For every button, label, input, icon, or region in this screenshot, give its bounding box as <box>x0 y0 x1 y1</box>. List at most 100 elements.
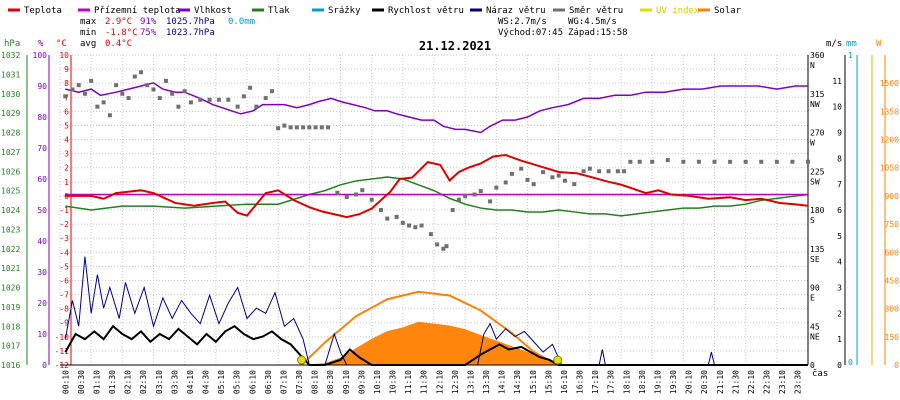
wind-direction-point <box>326 125 331 130</box>
wind-direction-point <box>385 216 390 221</box>
temperature-tick: 5 <box>64 121 69 130</box>
wind-direction-point <box>248 85 253 90</box>
rain-tick: 1 <box>848 51 853 60</box>
humidity-line <box>65 82 808 134</box>
wind-direction-point <box>145 83 150 88</box>
x-tick: 06:30 <box>264 370 273 394</box>
chart-title: 21.12.2021 <box>419 39 491 53</box>
wind-tick: 3 <box>837 284 842 293</box>
temperature-tick: 3 <box>64 150 69 159</box>
x-tick: 14:30 <box>513 370 522 394</box>
temperature-tick: -3 <box>59 234 69 243</box>
wind-direction-point <box>163 78 168 83</box>
temperature-tick: -11 <box>55 347 70 356</box>
x-tick: 10:30 <box>389 370 398 394</box>
stat-temp: 2.9°C <box>105 17 132 27</box>
pressure-tick: 1027 <box>1 148 20 157</box>
x-tick: 06:10 <box>248 370 257 394</box>
stat-press: 1025.7hPa <box>166 17 215 27</box>
pressure-tick: 1019 <box>1 303 20 312</box>
wind-direction-point <box>176 104 181 109</box>
x-tick: 23:30 <box>794 370 803 394</box>
solar-tick: 900 <box>885 192 900 201</box>
wind-direction-point <box>379 208 384 212</box>
uv-marker <box>297 355 307 365</box>
solar-unit: W <box>876 39 882 49</box>
pressure-tick: 1030 <box>1 90 20 99</box>
x-tick: 16:10 <box>560 370 569 394</box>
wind-tick: 8 <box>837 154 842 163</box>
solar-tick: 1500 <box>880 79 899 88</box>
wind-direction-point <box>419 223 424 228</box>
wind-direction-point <box>114 83 119 88</box>
direction-tick: 225 <box>810 167 825 176</box>
wind-direction-point <box>435 242 440 247</box>
wind-tick: 7 <box>837 180 842 189</box>
wind-direction-point <box>307 125 312 130</box>
wind-direction-point <box>82 91 87 96</box>
direction-tick: W <box>810 139 815 148</box>
sunset: Západ:15:58 <box>568 28 628 38</box>
wind-direction-point <box>606 169 611 174</box>
x-tick: 02:10 <box>124 370 133 394</box>
wind-direction-point <box>665 158 670 163</box>
wind-direction-point <box>360 188 365 193</box>
stat-hum: 91% <box>140 17 157 27</box>
legend-label: UV index <box>656 6 700 16</box>
wind-direction-point <box>107 113 112 118</box>
stat-temp: -1.8°C <box>105 28 138 38</box>
wind-direction-point <box>519 166 524 171</box>
temperature-unit: °C <box>56 39 67 49</box>
pressure-tick: 1020 <box>1 284 20 293</box>
pressure-tick: 1032 <box>1 51 20 60</box>
wind-direction-point <box>637 159 642 164</box>
stat-label: max <box>80 17 97 27</box>
rain-unit: mm <box>846 39 857 49</box>
wind-direction-point <box>139 70 144 75</box>
x-tick: 17:10 <box>591 370 600 394</box>
wind-direction-point <box>400 220 405 225</box>
solar-tick: 0 <box>894 361 899 370</box>
solar-tick: 150 <box>885 333 900 342</box>
wind-direction-point <box>774 159 779 164</box>
temperature-tick: -6 <box>59 276 69 285</box>
x-tick: 20:30 <box>700 370 709 394</box>
pressure-tick: 1025 <box>1 187 20 196</box>
stat-press: 1023.7hPa <box>166 28 215 38</box>
wind-wg: WG:4.5m/s <box>568 17 617 27</box>
legend-label: Náraz větru <box>486 6 546 16</box>
humidity-tick: 90 <box>37 82 47 91</box>
x-tick: 01:10 <box>92 370 101 394</box>
x-tick: 07:30 <box>295 370 304 394</box>
direction-tick: N <box>810 61 815 70</box>
wind-direction-point <box>63 94 68 99</box>
x-tick: 04:10 <box>186 370 195 394</box>
direction-tick: SE <box>810 255 820 264</box>
wind-direction-point <box>344 195 349 200</box>
wind-tick: 5 <box>837 232 842 241</box>
wind-direction-point <box>120 91 125 96</box>
wind-direction-point <box>76 83 81 88</box>
direction-tick: 270 <box>810 129 825 138</box>
temperature-tick: -4 <box>59 248 69 257</box>
wind-direction-point <box>407 223 412 228</box>
direction-tick: 360 <box>810 51 825 60</box>
wind-direction-point <box>622 169 627 174</box>
x-tick: 08:30 <box>326 370 335 394</box>
wind-direction-point <box>95 104 100 109</box>
wind-direction-point <box>488 199 493 204</box>
wind-direction-point <box>301 125 306 130</box>
wind-direction-point <box>444 244 449 249</box>
wind-direction-point <box>282 123 287 128</box>
pressure-tick: 1024 <box>1 206 20 215</box>
solar-tick: 750 <box>885 220 900 229</box>
x-tick: 01:30 <box>108 370 117 394</box>
stat-rain: 0.0mm <box>228 17 255 27</box>
wind-direction-point <box>335 190 340 195</box>
temperature-tick: 1 <box>64 178 69 187</box>
wind-direction-point <box>188 100 193 105</box>
direction-tick: S <box>810 216 815 225</box>
x-tick: 09:10 <box>342 370 351 394</box>
